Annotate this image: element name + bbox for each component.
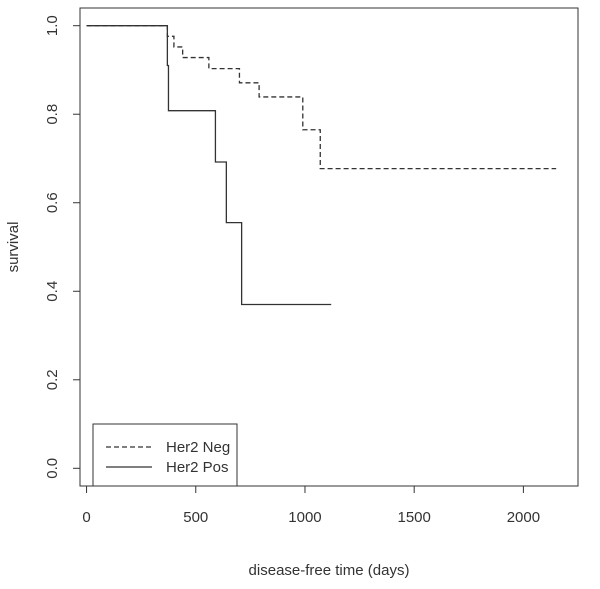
- y-axis-title: survival: [5, 222, 22, 273]
- series-line-her2-pos: [86, 25, 332, 306]
- x-tick-label: 500: [183, 509, 208, 526]
- x-tick-label: 1500: [397, 509, 430, 526]
- series-layer: [86, 25, 557, 306]
- y-tick-label: 0.0: [44, 458, 61, 479]
- y-axis: 0.0 0.2 0.4 0.6 0.8 1.0: [44, 15, 80, 479]
- legend-label-her2-neg: Her2 Neg: [166, 439, 230, 456]
- legend: Her2 Neg Her2 Pos: [92, 423, 238, 487]
- legend-label-her2-pos: Her2 Pos: [166, 459, 229, 476]
- x-tick-label: 0: [82, 509, 90, 526]
- x-tick-label: 1000: [288, 509, 321, 526]
- legend-box: [92, 423, 238, 487]
- y-tick-label: 0.4: [44, 281, 61, 302]
- plot-frame: [79, 7, 579, 487]
- y-tick-label: 0.6: [44, 192, 61, 213]
- y-tick-label: 0.8: [44, 104, 61, 125]
- y-tick-label: 0.2: [44, 369, 61, 390]
- y-tick-label: 1.0: [44, 15, 61, 36]
- x-axis: 0 500 1000 1500 2000: [82, 486, 540, 526]
- series-line-her2-neg: [86, 25, 557, 170]
- x-axis-title: disease-free time (days): [249, 562, 410, 579]
- x-tick-label: 2000: [507, 509, 540, 526]
